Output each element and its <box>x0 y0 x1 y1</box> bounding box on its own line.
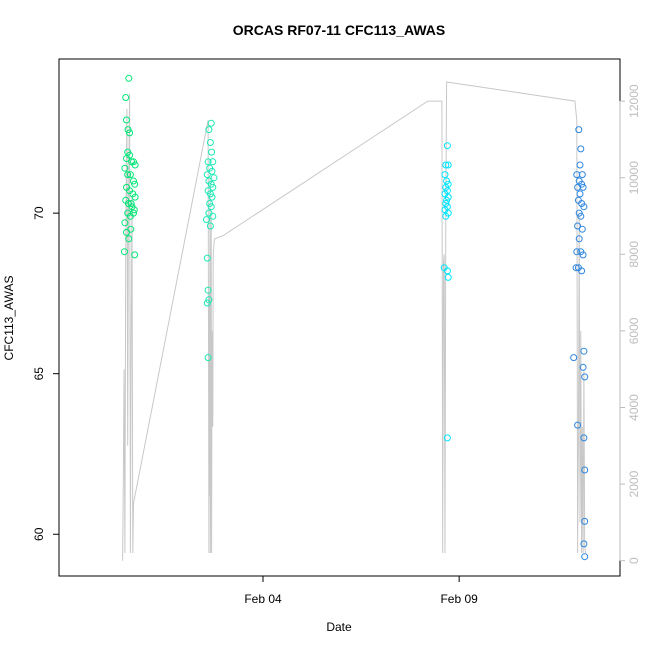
data-point <box>131 251 139 259</box>
x-axis-label: Date <box>326 620 352 634</box>
data-point <box>577 145 585 153</box>
data-point <box>573 248 581 256</box>
data-point <box>205 126 213 134</box>
y-axis: 60 65 70 <box>32 206 60 541</box>
data-point <box>443 142 451 150</box>
right-tick-label: 6000 <box>627 317 641 344</box>
data-point <box>123 228 130 236</box>
data-point <box>204 286 212 294</box>
data-point <box>581 553 589 561</box>
right-tick-label: 0 <box>627 557 641 564</box>
data-point <box>208 193 216 201</box>
x-tick-label: Feb 04 <box>244 592 282 606</box>
data-point <box>130 209 137 217</box>
data-point <box>209 183 217 191</box>
data-point <box>579 363 587 371</box>
y-tick-label: 65 <box>32 367 46 381</box>
data-point <box>123 116 130 124</box>
right-axis: 0 2000 4000 6000 8000 10000 12000 <box>619 84 641 564</box>
data-point <box>208 148 216 156</box>
data-point <box>576 190 584 198</box>
data-point <box>574 222 582 230</box>
data-point <box>209 158 217 166</box>
data-point <box>442 183 450 191</box>
data-point <box>122 94 130 101</box>
chart-title: ORCAS RF07-11 CFC113_AWAS <box>233 22 445 38</box>
data-point <box>570 354 578 362</box>
data-point <box>203 254 211 262</box>
data-point <box>203 299 211 307</box>
data-point <box>576 161 584 169</box>
y-axis-label: CFC113_AWAS <box>2 276 16 361</box>
data-point <box>121 248 128 256</box>
data-point <box>131 193 139 201</box>
data-point <box>580 434 588 442</box>
right-tick-label: 8000 <box>627 241 641 268</box>
scatter-points-layer <box>121 74 589 561</box>
data-point <box>578 267 586 275</box>
right-tick-label: 12000 <box>627 84 641 118</box>
data-point <box>444 273 452 281</box>
data-point <box>577 212 585 220</box>
data-point <box>207 119 215 127</box>
data-point <box>578 225 586 233</box>
data-point <box>581 517 589 525</box>
data-point <box>580 347 588 355</box>
data-point <box>126 171 134 179</box>
data-point <box>580 203 588 211</box>
data-point <box>127 200 135 207</box>
data-point <box>209 212 217 220</box>
data-point <box>575 235 583 243</box>
data-point <box>443 267 451 275</box>
x-axis: Feb 04 Feb 09 <box>244 575 478 606</box>
data-point <box>131 180 139 188</box>
x-tick-label: Feb 09 <box>440 592 478 606</box>
data-point <box>125 235 133 243</box>
data-point <box>581 466 589 474</box>
data-point <box>442 161 450 169</box>
data-point <box>579 183 587 191</box>
data-point <box>208 167 216 175</box>
data-point <box>130 206 138 214</box>
data-point <box>203 216 210 224</box>
data-point <box>579 251 587 259</box>
data-point <box>444 161 452 169</box>
data-point <box>210 174 218 182</box>
data-point <box>443 434 451 442</box>
data-point <box>207 203 215 211</box>
y-tick-label: 60 <box>32 527 46 541</box>
right-tick-label: 4000 <box>627 394 641 421</box>
data-point <box>580 540 588 548</box>
data-point <box>126 129 134 137</box>
data-point <box>131 161 139 169</box>
data-point <box>124 171 132 179</box>
data-point <box>204 354 212 362</box>
data-point <box>124 126 132 134</box>
data-point <box>121 164 129 172</box>
right-tick-label: 2000 <box>627 470 641 497</box>
data-point <box>130 177 137 185</box>
right-tick-label: 10000 <box>627 161 641 195</box>
data-point <box>206 222 214 230</box>
data-point <box>578 171 586 179</box>
y-tick-label: 70 <box>32 206 46 220</box>
data-point <box>203 171 211 179</box>
data-point <box>121 219 129 227</box>
data-point <box>126 151 134 159</box>
data-point <box>204 158 212 166</box>
data-point <box>581 373 589 381</box>
data-point <box>442 212 450 220</box>
data-point <box>574 421 582 429</box>
data-point <box>206 139 214 146</box>
data-point <box>441 171 449 179</box>
data-point <box>125 74 133 82</box>
data-point <box>572 264 580 272</box>
data-point <box>575 126 583 134</box>
